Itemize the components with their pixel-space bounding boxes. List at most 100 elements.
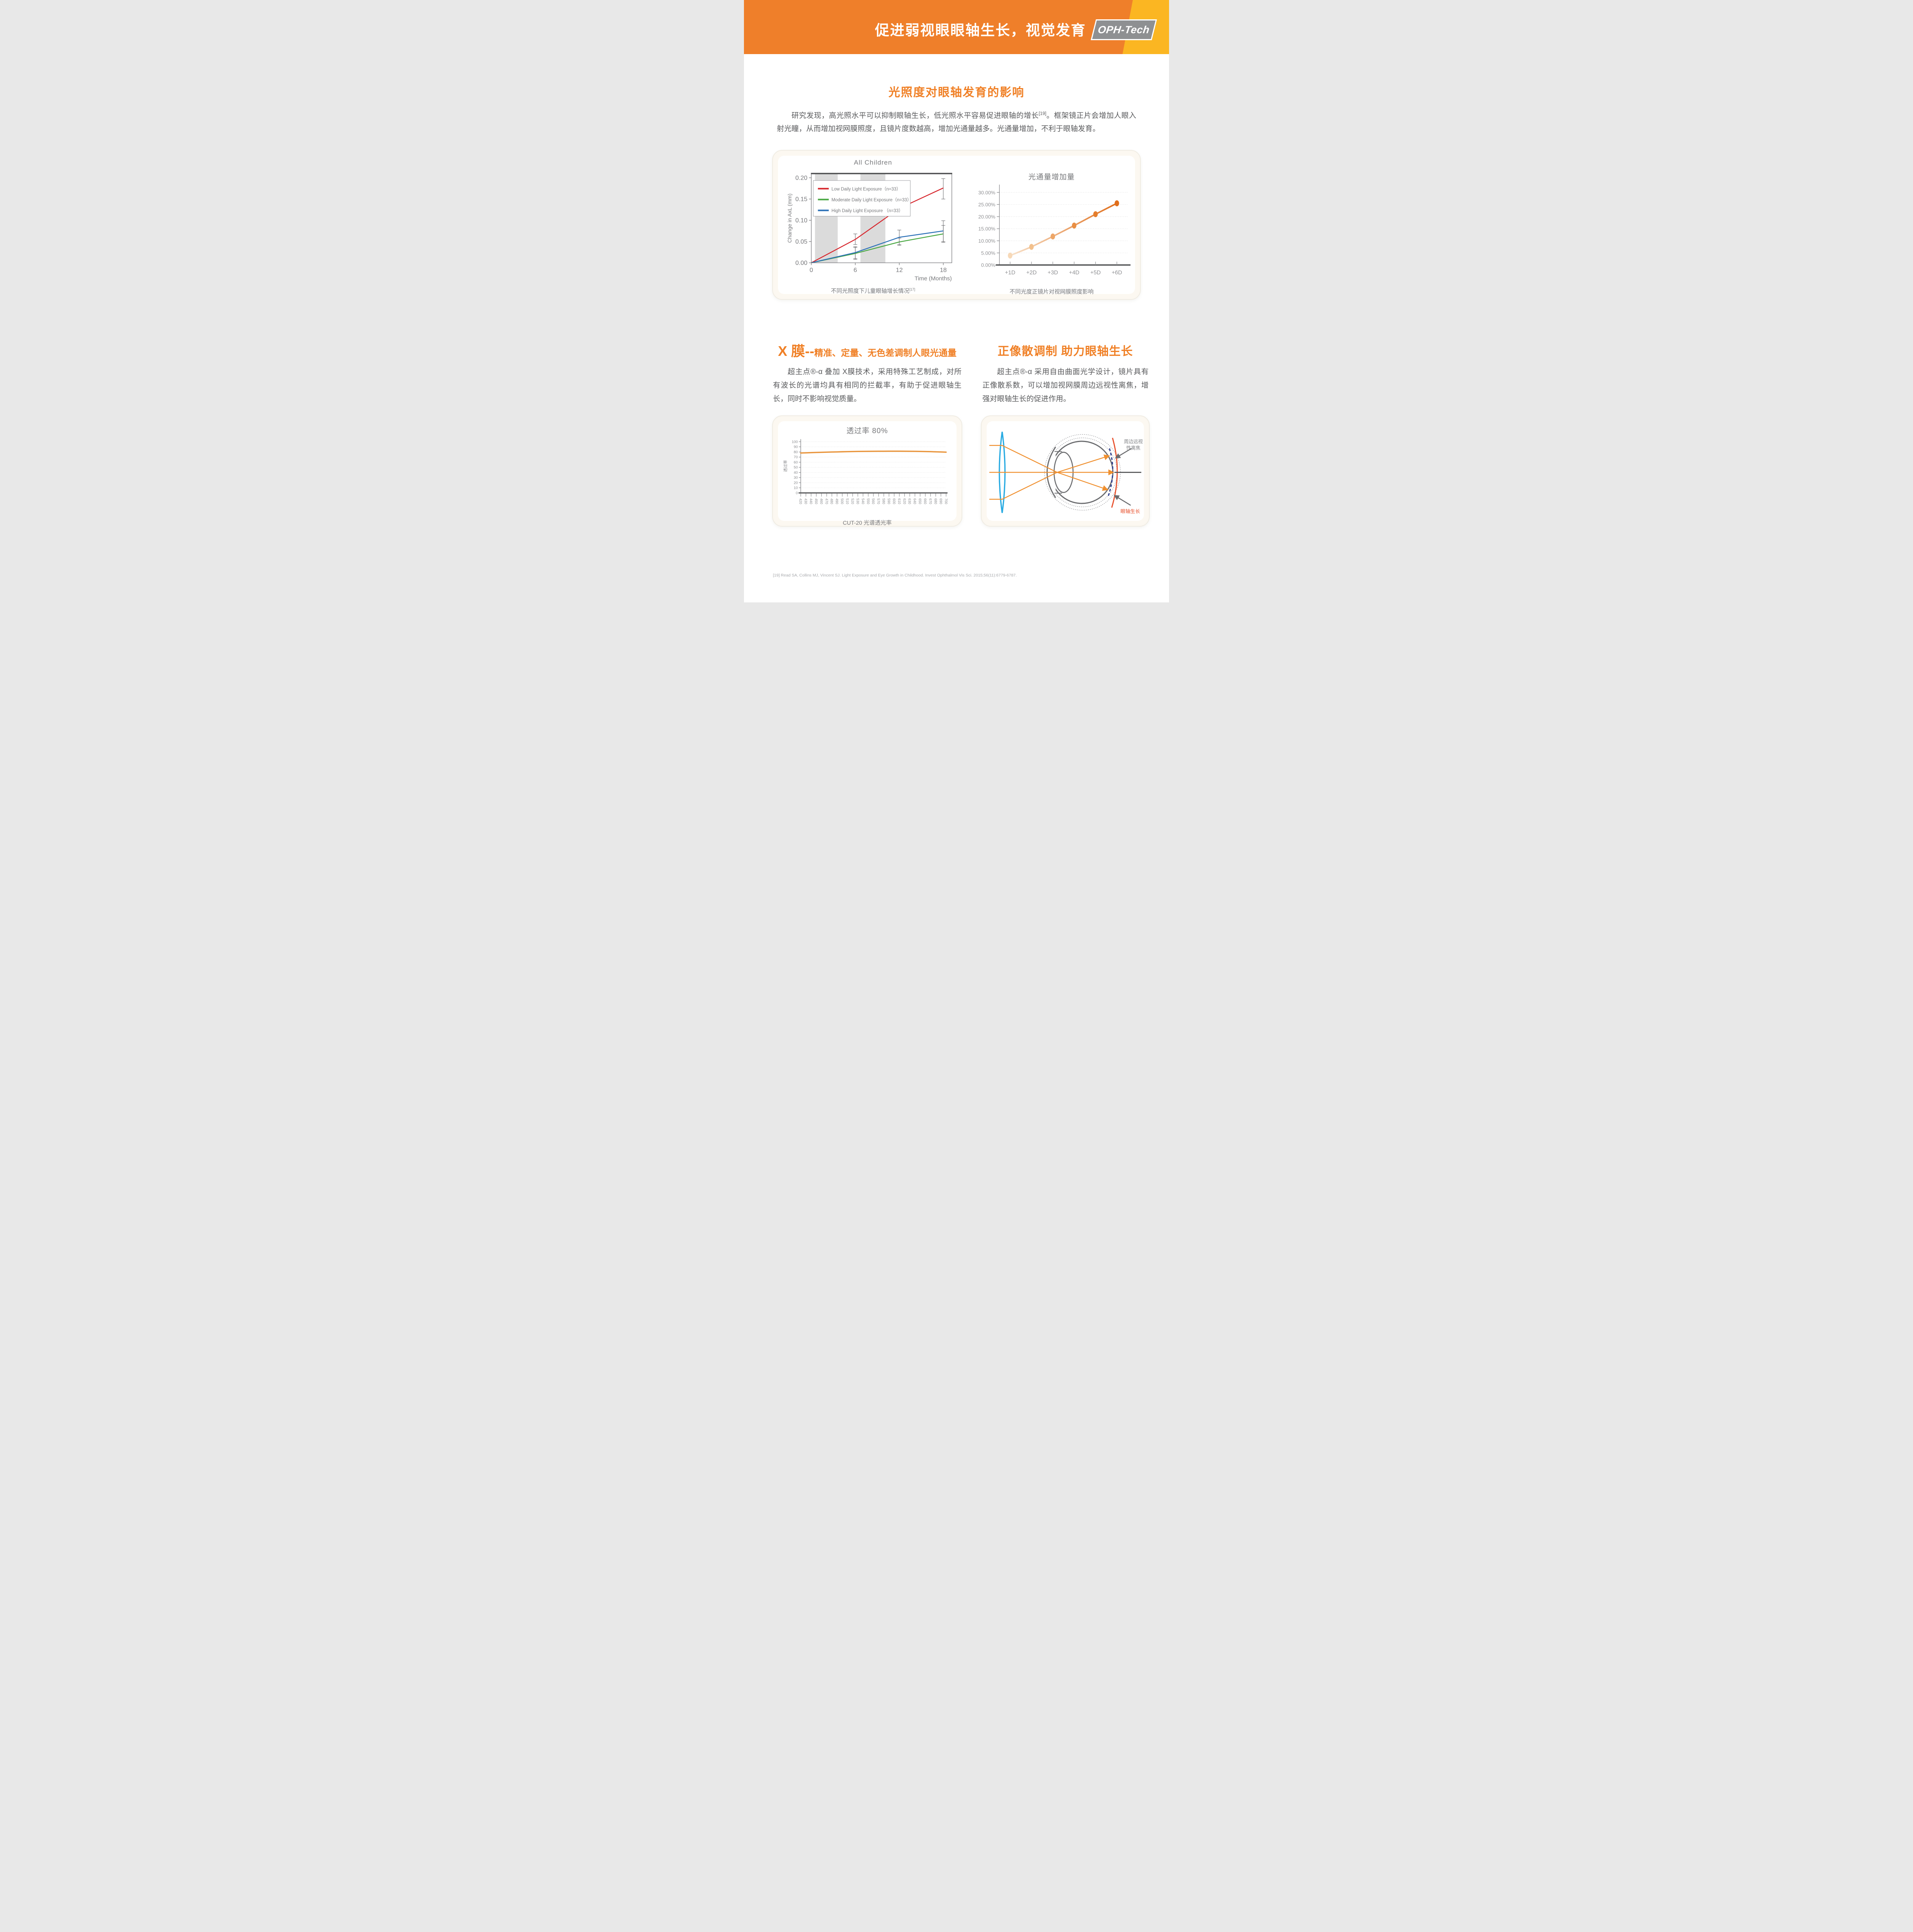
svg-text:670: 670 [928, 498, 932, 504]
svg-text:100: 100 [792, 439, 798, 444]
svg-text:0.00: 0.00 [795, 260, 807, 267]
svg-text:510: 510 [846, 498, 849, 504]
svg-text:20.00%: 20.00% [978, 214, 996, 219]
flux-increase-chart: 光通量增加量 0.00% 5.00% 10.00% 15.00% 20.00% 25.00… [970, 171, 1134, 296]
page: 促进弱视眼眼轴生长，视觉发育 OPH-Tech 光照度对眼轴发育的影响 研究发现… [744, 0, 1169, 602]
svg-text:30.00%: 30.00% [978, 190, 996, 196]
eye-diagram-card: 周边远视 性离焦 眼轴生长 [981, 415, 1150, 527]
svg-text:420: 420 [799, 498, 803, 504]
svg-text:590: 590 [887, 498, 891, 504]
svg-text:620: 620 [902, 498, 906, 504]
svg-text:12: 12 [896, 267, 903, 274]
svg-text:Change in AxL (mm): Change in AxL (mm) [786, 194, 793, 243]
chart-title: 光通量增加量 [1028, 173, 1075, 181]
card-inner-panel: 透过率 80% 0 10 20 30 40 50 60 70 80 90 100 420 430 440 4… [778, 421, 956, 526]
chart-caption: 不同光照度下儿童眼轴增长情况[17] [786, 287, 960, 295]
paragraph-text: 研究发现，高光照水平可以抑制眼轴生长，低光照水平容易促进眼轴的增长 [791, 112, 1039, 120]
card-inner-panel: 周边远视 性离焦 眼轴生长 [987, 421, 1144, 521]
svg-text:0.15: 0.15 [795, 196, 807, 203]
svg-text:650: 650 [918, 498, 922, 504]
chart-caption: CUT-20 光谱透光率 [842, 520, 892, 526]
svg-text:660: 660 [923, 498, 927, 504]
svg-text:640: 640 [913, 498, 917, 504]
svg-text:30: 30 [794, 475, 798, 480]
svg-text:50: 50 [794, 465, 798, 469]
svg-text:80: 80 [794, 450, 798, 454]
svg-text:480: 480 [830, 498, 834, 504]
astigmatism-heading: 正像散调制 助力眼轴生长 [997, 345, 1133, 358]
spectacle-lens [999, 432, 1006, 513]
svg-text:0.00%: 0.00% [981, 262, 996, 268]
svg-text:90: 90 [794, 445, 798, 449]
logo-text: OPH-Tech [1097, 24, 1151, 36]
axial-growth-label: 眼轴生长 [1120, 508, 1140, 514]
svg-text:580: 580 [882, 498, 886, 504]
svg-text:0.05: 0.05 [795, 238, 807, 245]
defocus-arrow [1115, 448, 1132, 459]
svg-text:15.00%: 15.00% [978, 226, 996, 232]
svg-text:460: 460 [819, 498, 823, 504]
svg-text:430: 430 [804, 498, 808, 504]
svg-text:5.00%: 5.00% [981, 250, 996, 256]
svg-text:+1D: +1D [1005, 270, 1015, 276]
page-title: 促进弱视眼眼轴生长，视觉发育 [875, 22, 1086, 38]
svg-text:10.00%: 10.00% [978, 238, 996, 244]
svg-text:0: 0 [796, 491, 798, 495]
svg-text:10: 10 [794, 486, 798, 490]
svg-text:530: 530 [856, 498, 859, 504]
svg-text:690: 690 [939, 498, 943, 504]
defocus-label-line2: 性离焦 [1126, 445, 1140, 451]
svg-text:0: 0 [810, 267, 813, 274]
svg-text:20: 20 [794, 480, 798, 485]
transmission-card: 透过率 80% 0 10 20 30 40 50 60 70 80 90 100 420 430 440 4… [772, 415, 962, 527]
eye-diagram: 周边远视 性离焦 眼轴生长 [989, 432, 1143, 514]
svg-text:680: 680 [934, 498, 938, 504]
svg-text:550: 550 [866, 498, 870, 504]
svg-text:Moderate Daily Light Exposure（: Moderate Daily Light Exposure（n=33） [832, 197, 912, 202]
svg-text:+5D: +5D [1090, 270, 1101, 276]
light-ray-bottom [989, 454, 1110, 500]
svg-text:610: 610 [897, 498, 901, 504]
citation-ref-17: [17] [909, 287, 915, 292]
svg-text:18: 18 [940, 267, 947, 274]
svg-text:70: 70 [794, 455, 798, 459]
svg-text:470: 470 [825, 498, 829, 504]
svg-text:40: 40 [794, 470, 798, 474]
svg-text:60: 60 [794, 460, 798, 464]
svg-text:0.20: 0.20 [795, 175, 807, 182]
card-inner-panel: All Children 0.00 0.05 0.10 0.15 0.20 0 6 12 18 T… [778, 156, 1135, 296]
transmission-plot: 0 10 20 30 40 50 60 70 80 90 100 420 430 440 450 460 470… [782, 436, 953, 518]
svg-text:570: 570 [877, 498, 880, 504]
svg-text:+3D: +3D [1048, 270, 1058, 276]
defocus-label-line1: 周边远视 [1124, 439, 1143, 444]
svg-text:Time (Months): Time (Months) [914, 275, 951, 282]
citation-ref-19: [19] [1038, 111, 1047, 116]
footer-reference: [19] Read SA, Collins MJ, Vincent SJ. Li… [773, 573, 1017, 578]
light-exposure-card: All Children 0.00 0.05 0.10 0.15 0.20 0 6 12 18 T… [772, 150, 1141, 300]
chart-caption: 不同光度正镜片对视网膜照度影响 [1009, 289, 1094, 295]
svg-text:透过率: 透过率 [783, 460, 788, 472]
svg-text:560: 560 [871, 498, 875, 504]
svg-text:440: 440 [809, 498, 813, 504]
page-header: 促进弱视眼眼轴生长，视觉发育 OPH-Tech [744, 0, 1169, 54]
all-children-chart: All Children 0.00 0.05 0.10 0.15 0.20 0 6 12 18 T… [786, 159, 960, 295]
light-ray-top [989, 445, 1109, 491]
svg-text:500: 500 [840, 498, 844, 504]
svg-text:+6D: +6D [1112, 270, 1122, 276]
chart-title: All Children [854, 159, 892, 166]
svg-text:25.00%: 25.00% [978, 202, 996, 207]
svg-text:0.10: 0.10 [795, 217, 807, 224]
svg-text:630: 630 [908, 498, 912, 504]
flux-increase-plot: 0.00% 5.00% 10.00% 15.00% 20.00% 25.00% 30.00%… [970, 182, 1134, 287]
section1-paragraph: 研究发现，高光照水平可以抑制眼轴生长，低光照水平容易促进眼轴的增长[19]。框架… [777, 109, 1136, 136]
x-film-heading-small: 精准、定量、无色差调制人眼光通量 [814, 348, 956, 358]
section1-title: 光照度对眼轴发育的影响 [888, 86, 1025, 99]
svg-text:High Daily Light Exposure （n=3: High Daily Light Exposure （n=33） [832, 208, 903, 213]
svg-text:520: 520 [851, 498, 854, 504]
svg-text:Low Daily Light Exposure（n=33）: Low Daily Light Exposure（n=33） [832, 187, 901, 192]
svg-text:600: 600 [892, 498, 896, 504]
x-film-paragraph: 超主点®-α 叠加 X膜技术，采用特殊工艺制成，对所有波长的光谱均具有相同的拦截… [773, 368, 962, 403]
astigmatism-paragraph: 超主点®-α 采用自由曲面光学设计，镜片具有正像散系数，可以增加视网膜周边远视性… [982, 368, 1149, 403]
svg-text:540: 540 [861, 498, 865, 504]
svg-text:700: 700 [944, 498, 948, 504]
